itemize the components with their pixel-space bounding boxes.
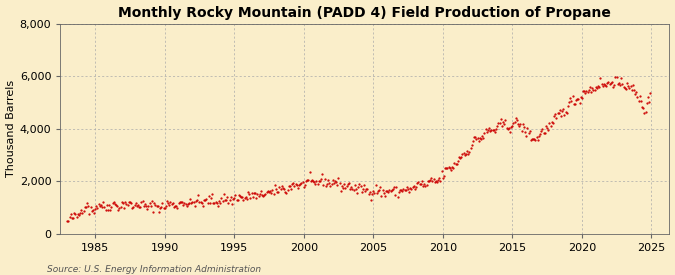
Y-axis label: Thousand Barrels: Thousand Barrels bbox=[5, 80, 16, 177]
Title: Monthly Rocky Mountain (PADD 4) Field Production of Propane: Monthly Rocky Mountain (PADD 4) Field Pr… bbox=[119, 6, 612, 20]
Text: Source: U.S. Energy Information Administration: Source: U.S. Energy Information Administ… bbox=[47, 265, 261, 274]
